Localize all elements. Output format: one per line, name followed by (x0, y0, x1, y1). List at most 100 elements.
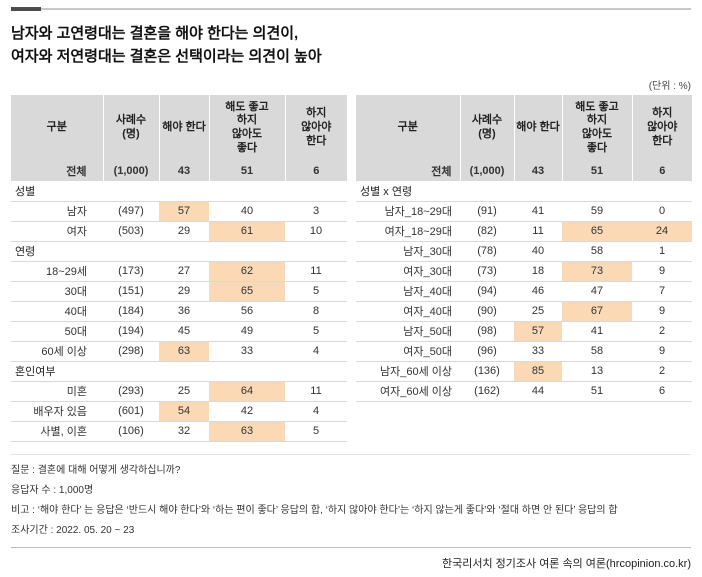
value-cell: 29 (159, 221, 209, 242)
table-by-group: 구분 사례수 (명) 해야 한다 해도 좋고 하지 않아도 좋다 하지 않아야 … (11, 95, 347, 442)
value-cell: 25 (159, 381, 209, 402)
value-cell: 11 (514, 221, 562, 242)
source-text: 한국리서치 정기조사 여론 속의 여론(hrcopinion.co.kr) (442, 557, 691, 570)
col-header-should-not: 하지 않아야 한다 (285, 95, 347, 161)
value-cell: 45 (159, 321, 209, 342)
value-cell: 2 (632, 321, 692, 342)
value-cell: 61 (209, 221, 285, 242)
table-row: 배우자 있음 (601) 54 42 4 (11, 401, 347, 422)
value-cell: 58 (562, 241, 632, 262)
value-cell: 10 (285, 221, 347, 242)
sample-size-cell: (82) (460, 221, 514, 242)
col-header-should-not: 하지 않아야 한다 (632, 95, 692, 161)
table-row: 60세 이상 (298) 63 33 4 (11, 341, 347, 362)
table-row: 여자_30대 (73) 18 73 9 (356, 261, 692, 282)
row-label: 남자_18~29대 (356, 201, 460, 222)
value-cell: 0 (632, 201, 692, 222)
value-cell: 1 (632, 241, 692, 262)
value-cell: 40 (514, 241, 562, 262)
sample-size-cell: (194) (103, 321, 159, 342)
value-cell: 27 (159, 261, 209, 282)
col-header-sample-size: 사례수 (명) (103, 95, 160, 161)
table-row: 50대 (194) 45 49 5 (11, 321, 347, 342)
value-cell: 6 (632, 381, 692, 402)
row-label: 남자 (11, 201, 103, 222)
table-row: 30대 (151) 29 65 5 (11, 281, 347, 302)
value-cell: 44 (514, 381, 562, 402)
value-cell: 9 (632, 301, 692, 322)
value-cell: 9 (632, 341, 692, 362)
table-row: 남자_30대 (78) 40 58 1 (356, 241, 692, 262)
value-cell: 43 (514, 161, 563, 182)
table-row: 여자_40대 (90) 25 67 9 (356, 301, 692, 322)
value-cell: 4 (285, 341, 347, 362)
value-cell: 24 (632, 221, 692, 242)
page-title: 남자와 고연령대는 결혼을 해야 한다는 의견이, 여자와 저연령대는 결혼은 … (11, 23, 691, 68)
top-rule-accent (11, 7, 41, 11)
table-row: 남자_50대 (98) 57 41 2 (356, 321, 692, 342)
value-cell: 5 (285, 421, 347, 442)
sample-size-cell: (151) (103, 281, 159, 302)
value-cell: 3 (285, 201, 347, 222)
row-label: 여자_18~29대 (356, 221, 460, 242)
sample-size-cell: (503) (103, 221, 159, 242)
col-header-either-way: 해도 좋고 하지 않아도 좋다 (562, 95, 633, 161)
value-cell: 6 (632, 161, 692, 182)
row-label: 전체 (356, 161, 461, 182)
section-label: 혼인여부 (11, 361, 347, 382)
sample-size-cell: (94) (460, 281, 514, 302)
row-label: 전체 (11, 161, 104, 182)
value-cell: 51 (562, 381, 632, 402)
value-cell: 5 (285, 321, 347, 342)
value-cell: 9 (632, 261, 692, 282)
value-cell: 49 (209, 321, 285, 342)
title-line-2: 여자와 저연령대는 결혼은 선택이라는 의견이 높아 (11, 47, 322, 65)
total-row: 전체 (1,000) 43 51 6 (11, 161, 347, 182)
footnote-respondents: 응답자 수 : 1,000명 (11, 484, 94, 496)
row-label: 여자_30대 (356, 261, 460, 282)
col-header-sample-size: 사례수 (명) (460, 95, 515, 161)
row-label: 여자_50대 (356, 341, 460, 362)
value-cell: 4 (285, 401, 347, 422)
value-cell: 33 (514, 341, 562, 362)
value-cell: 11 (285, 381, 347, 402)
row-label: 60세 이상 (11, 341, 103, 362)
row-label: 남자_40대 (356, 281, 460, 302)
sample-size-cell: (90) (460, 301, 514, 322)
tables-container: 구분 사례수 (명) 해야 한다 해도 좋고 하지 않아도 좋다 하지 않아야 … (11, 95, 692, 442)
value-cell: 36 (159, 301, 209, 322)
col-header-should-marry: 해야 한다 (514, 95, 563, 161)
section-row: 연령 (11, 241, 347, 262)
value-cell: 6 (285, 161, 347, 182)
row-label: 40대 (11, 301, 103, 322)
table-row: 18~29세 (173) 27 62 11 (11, 261, 347, 282)
value-cell: 42 (209, 401, 285, 422)
row-label: 남자_50대 (356, 321, 460, 342)
footnote-definition: 비고 : ‘해야 한다’ 는 응답은 ‘반드시 해야 한다’와 ‘하는 편이 좋… (11, 504, 618, 516)
sample-size-cell: (601) (103, 401, 159, 422)
value-cell: 62 (209, 261, 285, 282)
value-cell: 41 (514, 201, 562, 222)
value-cell: 59 (562, 201, 632, 222)
table-by-gender-age: 구분 사례수 (명) 해야 한다 해도 좋고 하지 않아도 좋다 하지 않아야 … (356, 95, 692, 402)
value-cell: 46 (514, 281, 562, 302)
value-cell: 58 (562, 341, 632, 362)
value-cell: 13 (562, 361, 632, 382)
table-row: 남자_60세 이상 (136) 85 13 2 (356, 361, 692, 382)
table-row: 남자 (497) 57 40 3 (11, 201, 347, 222)
table-header-row: 구분 사례수 (명) 해야 한다 해도 좋고 하지 않아도 좋다 하지 않아야 … (356, 95, 692, 161)
value-cell: 29 (159, 281, 209, 302)
row-label: 여자_40대 (356, 301, 460, 322)
section-label: 성별 (11, 181, 347, 202)
value-cell: 73 (562, 261, 632, 282)
value-cell: 18 (514, 261, 562, 282)
value-cell: 40 (209, 201, 285, 222)
value-cell: 8 (285, 301, 347, 322)
table-body-by-group: 전체 (1,000) 43 51 6 성별 남자 (497) 57 40 3 여자 (503) 29 61 1… (11, 161, 347, 442)
row-label: 여자 (11, 221, 103, 242)
sample-size-cell: (91) (460, 201, 514, 222)
value-cell: 47 (562, 281, 632, 302)
value-cell: 32 (159, 421, 209, 442)
table-row: 여자_18~29대 (82) 11 65 24 (356, 221, 692, 242)
row-label: 30대 (11, 281, 103, 302)
